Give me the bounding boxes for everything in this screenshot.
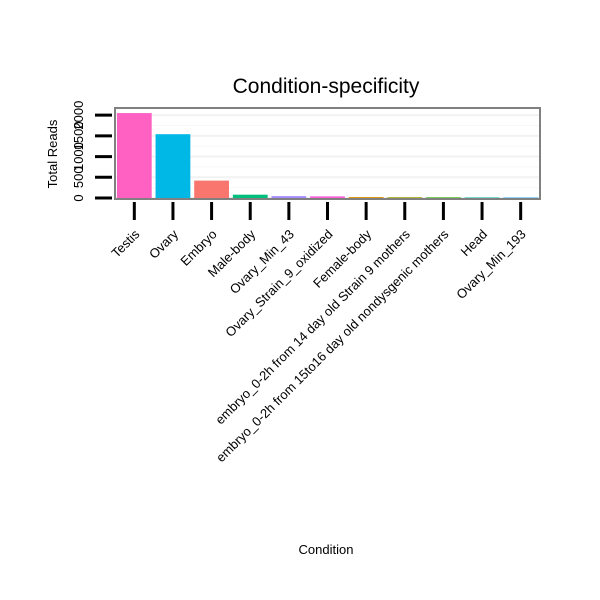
x-tick-label: Ovary_Min_193 [453,227,529,303]
x-tick-label: Testis [108,226,142,260]
x-tick-label: Ovary [146,226,181,261]
bar-ovary-strain-9-oxidized [310,196,345,198]
bar-male-body [232,194,268,198]
x-tick-label: Head [458,227,491,260]
bar-female-body [348,197,384,199]
y-tick-label: 2000 [71,101,86,130]
y-tick-label: 1500 [71,121,86,150]
bar-testis [116,113,152,198]
x-axis: Testis OvaryEmbryoMale-bodyOvary_Min_43Ov… [108,202,529,465]
chart-title: Condition-specificity [233,75,420,98]
plot-border [114,107,541,200]
bar-embryo [194,180,229,198]
y-tick-label: 500 [71,166,86,188]
y-axis-title: Total Reads [45,119,60,188]
y-tick-label: 1000 [71,142,86,171]
bar-ovary-min-43 [271,196,307,198]
y-tick-label: 0 [71,194,86,201]
x-axis-title: Condition [299,542,354,557]
bar-ovary [155,134,191,198]
